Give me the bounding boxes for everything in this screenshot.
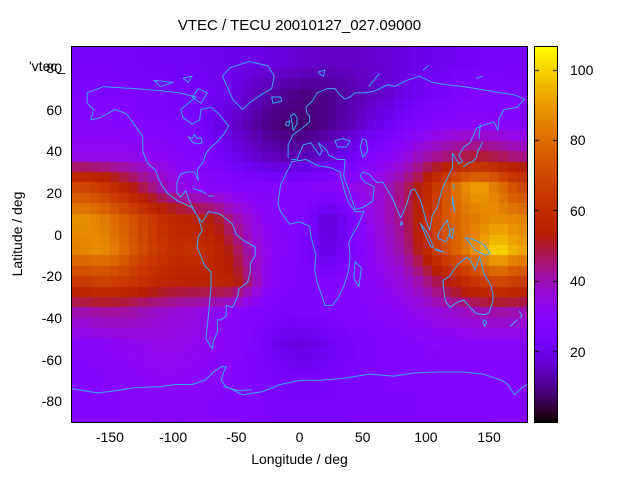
colorbar-canvas <box>535 47 557 422</box>
y-tick-label: 40 <box>46 143 62 160</box>
y-tick-label: -40 <box>41 309 62 326</box>
chart-title: VTEC / TECU 20010127_027.09000 <box>177 17 422 34</box>
x-tick-label: 100 <box>414 429 438 445</box>
key-label: 'vtec_ <box>29 58 66 74</box>
colorbar-tick-label: 20 <box>570 343 586 360</box>
tec-heatmap-canvas <box>72 47 527 422</box>
x-axis-label: Longitude / deg <box>251 451 348 467</box>
y-tick-label: -80 <box>41 393 62 410</box>
y-tick-label: 20 <box>46 184 62 201</box>
colorbar-tick-label: 40 <box>570 273 586 290</box>
y-tick-label: -20 <box>41 268 62 285</box>
x-tick-label: -50 <box>226 429 247 445</box>
x-tick-label: 150 <box>477 429 501 445</box>
plot-area <box>71 46 528 423</box>
colorbar-tick-label: 60 <box>570 202 586 219</box>
y-tick-label: 80 <box>46 59 62 76</box>
y-tick-label: -60 <box>41 351 62 368</box>
colorbar-tick-label: 100 <box>570 61 594 78</box>
y-tick-label: 0 <box>54 226 62 243</box>
x-tick-label: -150 <box>95 429 124 445</box>
colorbar-tick-label: 80 <box>570 132 586 149</box>
y-tick-label: 60 <box>46 101 62 118</box>
colorbar <box>534 46 558 423</box>
x-tick-label: 0 <box>295 429 304 445</box>
x-tick-label: -100 <box>159 429 188 445</box>
x-tick-label: 50 <box>354 429 371 445</box>
coastlines-overlay <box>72 47 527 422</box>
